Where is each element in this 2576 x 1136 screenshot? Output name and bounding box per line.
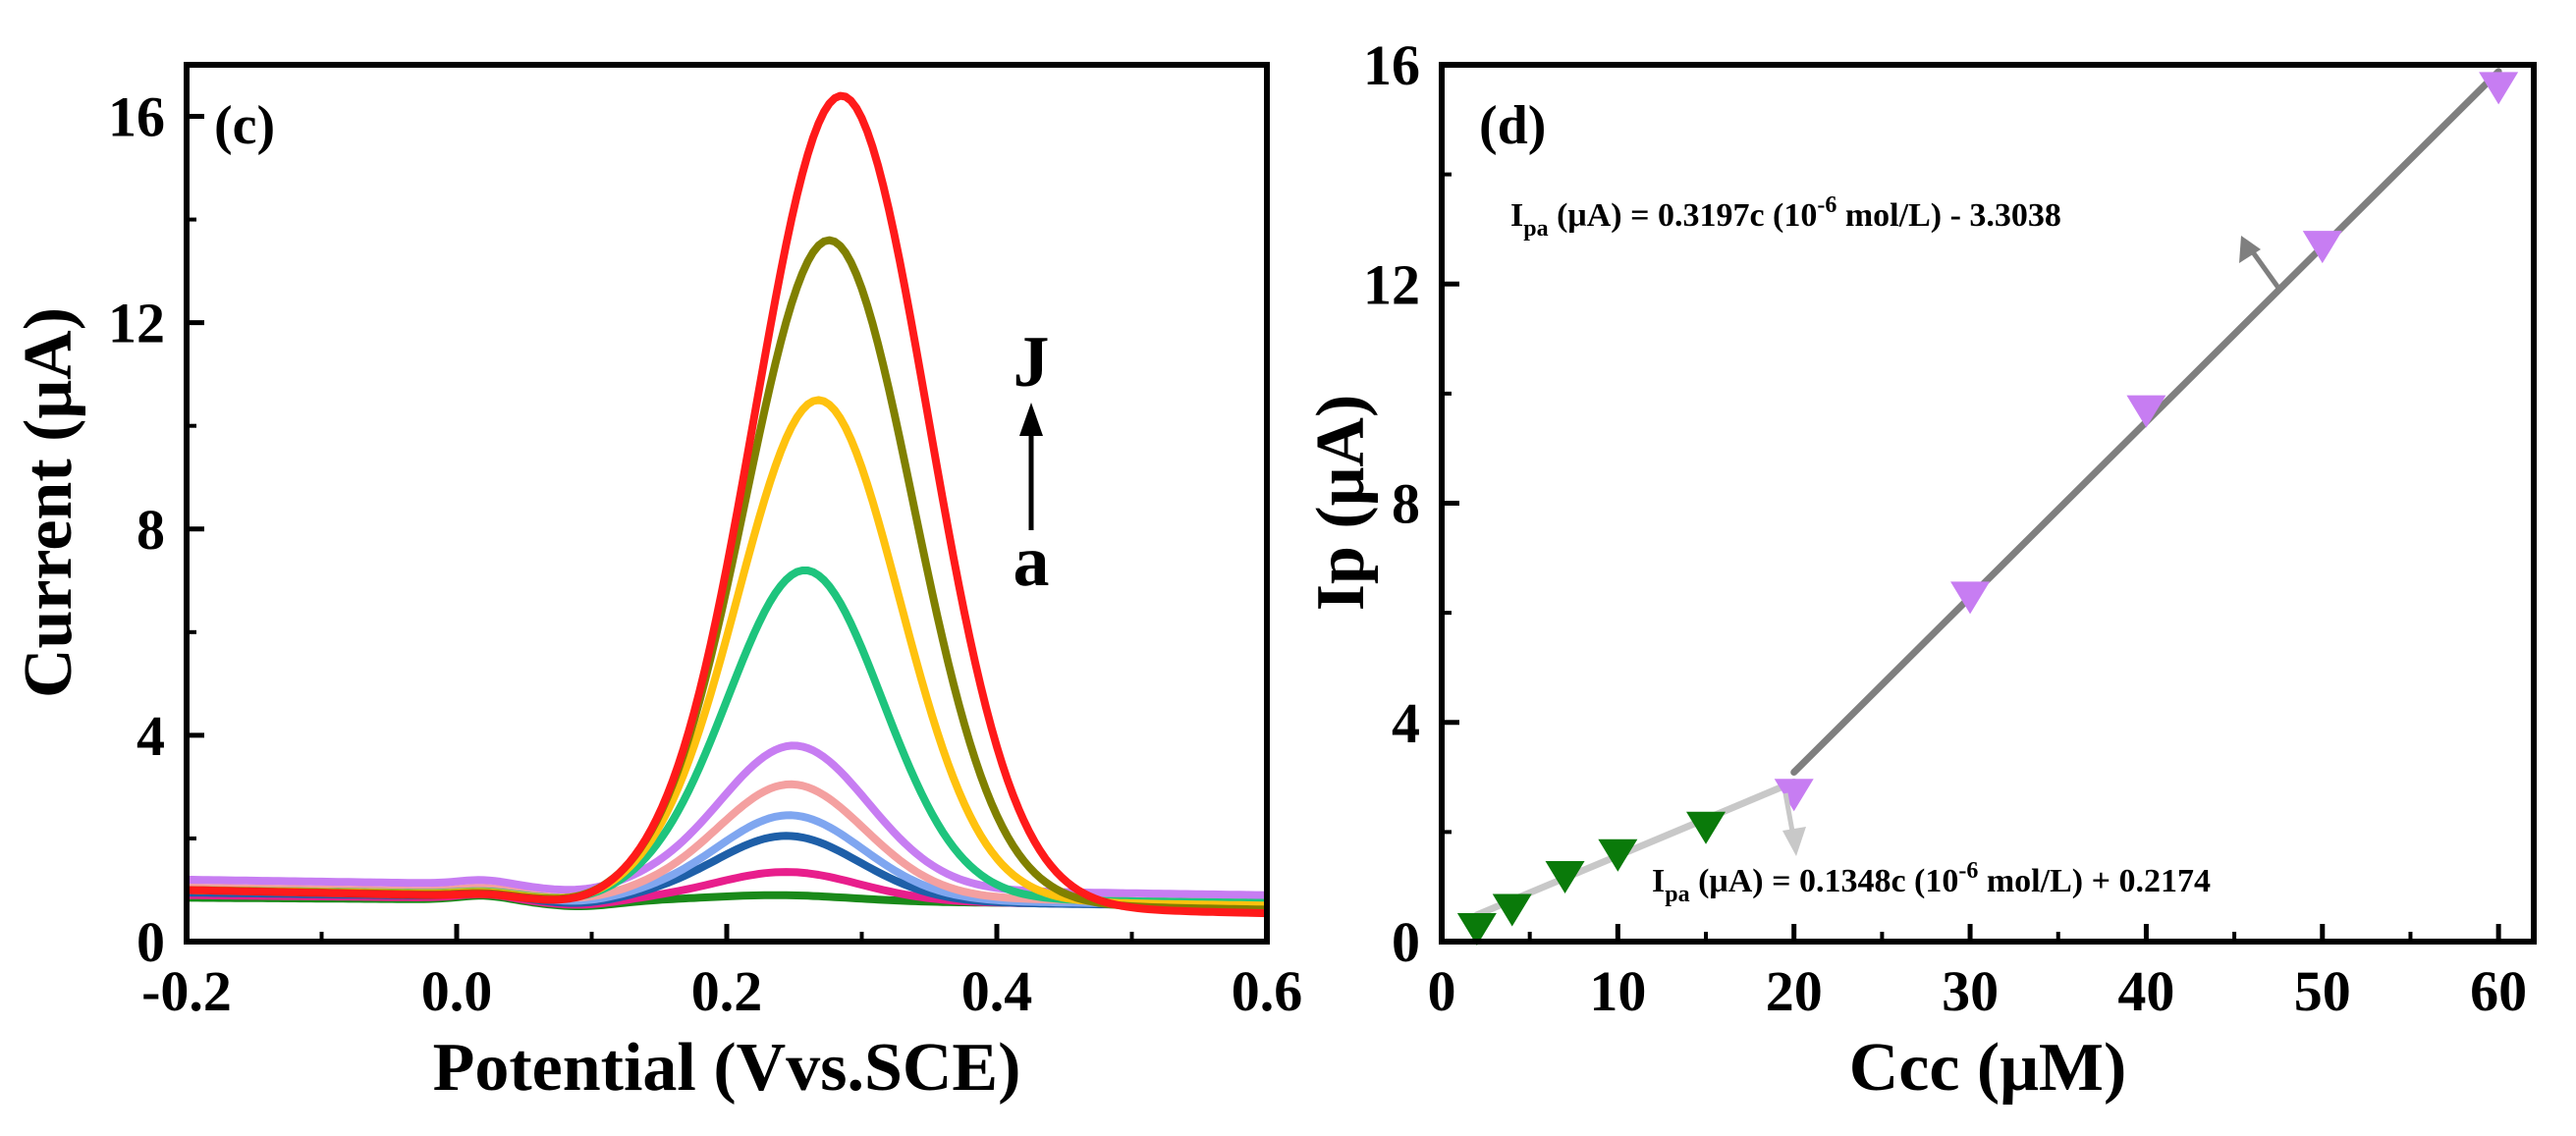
equation-high-range-text: Ipa (μA) = 0.3197c (10-6 mol/L) - 3.3038 xyxy=(1510,192,2061,242)
panel-d-y-tick-label: 16 xyxy=(1363,33,1420,97)
panel-d-y-ticks: 0 4 8 12 16 xyxy=(1363,33,1459,974)
panel-d-y-tick-label: 12 xyxy=(1363,252,1420,316)
panel-d: 0 10 20 30 40 50 60 0 4 8 12 16 (d) Ccc (μM) Ip (μ… xyxy=(1303,33,2537,1106)
panel-c-x-tick-label: 0.4 xyxy=(961,959,1033,1023)
calibration-data-point xyxy=(1545,861,1585,894)
panel-c-y-axis-title: Current (μA) xyxy=(11,307,86,698)
voltammogram-curve xyxy=(186,91,1268,918)
panel-d-x-tick-label: 60 xyxy=(2470,959,2527,1023)
panel-d-x-ticks: 0 10 20 30 40 50 60 xyxy=(1428,924,2527,1023)
voltammogram-curves xyxy=(186,91,1268,918)
panel-c-x-axis-title: Potential (Vvs.SCE) xyxy=(433,1030,1021,1106)
equation-low-range-pointer-head xyxy=(1782,827,1806,856)
calibration-fit-line xyxy=(1473,778,1798,919)
panel-c-x-tick-label: 0.0 xyxy=(421,959,493,1023)
panel-d-x-tick-label: 0 xyxy=(1428,959,1456,1023)
calibration-data-point xyxy=(2479,72,2519,105)
panel-c-label: (c) xyxy=(214,95,275,156)
panel-c-frame xyxy=(184,62,1270,945)
panel-c-y-tick-label: 16 xyxy=(108,85,165,149)
panel-c-y-tick-label: 8 xyxy=(137,498,165,562)
panel-c-x-tick-label: -0.2 xyxy=(141,959,232,1023)
calibration-data-point xyxy=(2126,395,2166,428)
equation-low-range: Ipa (μA) = 0.1348c (10-6 mol/L) + 0.2174 xyxy=(1652,792,2211,907)
panel-d-y-tick-label: 0 xyxy=(1392,910,1420,974)
panel-c-x-tick-label: 0.2 xyxy=(691,959,763,1023)
panel-d-label: (d) xyxy=(1479,95,1546,156)
calibration-data-point xyxy=(1456,913,1497,947)
calibration-data-points xyxy=(1456,72,2519,947)
panel-c-y-tick-label: 0 xyxy=(137,910,165,974)
panel-d-x-tick-label: 30 xyxy=(1942,959,1999,1023)
trend-arrow-head xyxy=(1019,403,1043,436)
calibration-data-point xyxy=(1686,811,1726,844)
calibration-data-point xyxy=(1492,893,1532,927)
panel-d-x-tick-label: 40 xyxy=(2117,959,2174,1023)
equation-high-range-pointer xyxy=(2248,247,2283,293)
panel-c-x-tick-label: 0.6 xyxy=(1232,959,1303,1023)
calibration-data-point xyxy=(2302,231,2342,264)
trend-arrow: J a xyxy=(1014,322,1050,602)
calibration-data-point xyxy=(1950,581,1991,615)
panel-c-y-tick-label: 4 xyxy=(137,704,165,768)
panel-c: -0.2 0.0 0.2 0.4 0.6 0 4 8 12 16 (c) Potential (… xyxy=(11,62,1302,1106)
panel-c-x-ticks: -0.2 0.0 0.2 0.4 0.6 xyxy=(141,924,1302,1023)
equation-low-range-text: Ipa (μA) = 0.1348c (10-6 mol/L) + 0.2174 xyxy=(1652,858,2211,907)
panel-d-x-tick-label: 50 xyxy=(2294,959,2351,1023)
panel-c-y-ticks: 0 4 8 12 16 xyxy=(108,85,204,974)
equation-high-range-pointer-head xyxy=(2239,236,2261,263)
calibration-data-point xyxy=(1774,779,1814,812)
calibration-data-point xyxy=(1598,838,1638,872)
trend-arrow-start-label: a xyxy=(1014,521,1050,602)
panel-d-x-tick-label: 10 xyxy=(1589,959,1646,1023)
panel-d-y-tick-label: 4 xyxy=(1392,691,1420,755)
panel-d-y-tick-label: 8 xyxy=(1392,472,1420,536)
panel-d-x-axis-title: Ccc (μM) xyxy=(1849,1030,2127,1106)
panel-c-y-tick-label: 12 xyxy=(108,292,165,355)
trend-arrow-end-label: J xyxy=(1014,322,1050,403)
panel-d-y-axis-title: Ip (μA) xyxy=(1303,395,1379,612)
equation-high-range: Ipa (μA) = 0.3197c (10-6 mol/L) - 3.3038 xyxy=(1510,192,2283,293)
voltammogram-curve xyxy=(187,396,1267,910)
panel-d-x-tick-label: 20 xyxy=(1766,959,1823,1023)
